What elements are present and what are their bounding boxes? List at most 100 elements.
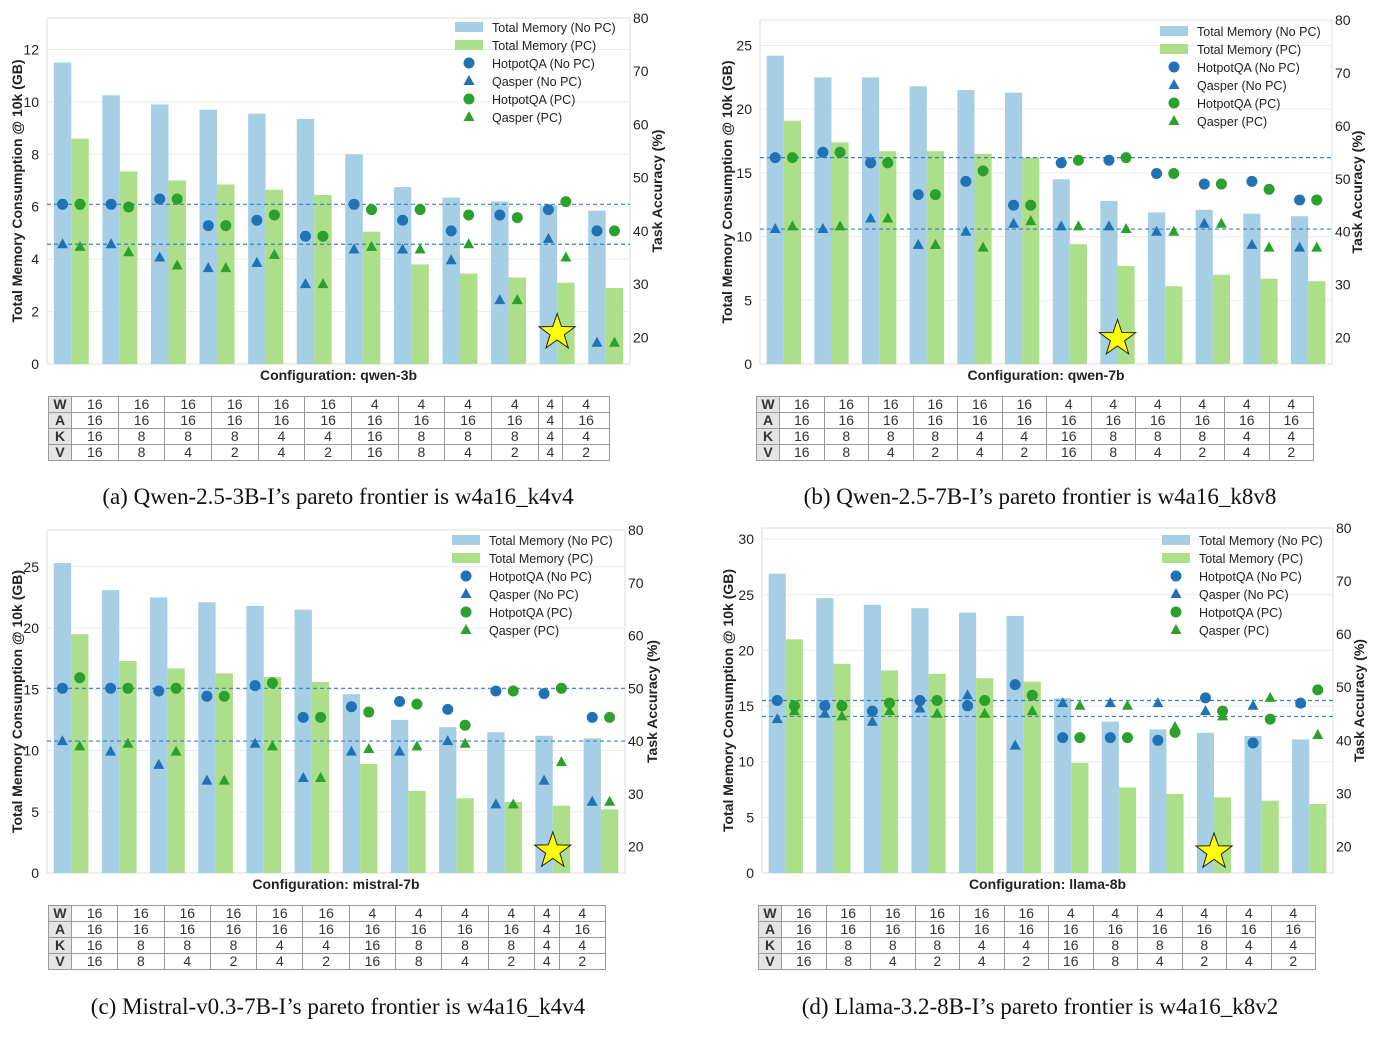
- point-hotpotqa-no-pc: [771, 695, 783, 706]
- bar-memory-no-pc: [342, 694, 361, 873]
- config-cell: 4: [1224, 396, 1270, 413]
- legend-label: HotpotQA (No PC): [1197, 61, 1300, 75]
- point-qasper-no-pc: [819, 707, 831, 718]
- point-qasper-pc: [507, 798, 519, 809]
- chart-d: 0 5 10 15 20 25 30 20 30 40 50 60 70 80 Total Memory C…: [720, 520, 1367, 892]
- point-hotpotqa-no-pc: [542, 204, 554, 216]
- config-cell: 4: [1270, 905, 1316, 922]
- legend-label: Qasper (PC): [489, 624, 559, 638]
- bar-memory-pc: [783, 120, 801, 364]
- point-qasper-pc: [170, 745, 182, 756]
- bar-memory-pc: [167, 668, 185, 873]
- y2-tick-label: 50: [628, 680, 644, 696]
- bar-memory-no-pc: [53, 62, 72, 364]
- config-table-d: W 16 16 16 16 16 16 4 4 4 4 4 4 A 16 16 16 16 16 16 16 16 16 16…: [758, 905, 1316, 970]
- point-qasper-pc: [315, 772, 327, 783]
- config-row-label: W: [48, 905, 72, 922]
- legend-label: HotpotQA (No PC): [1199, 570, 1302, 584]
- config-cell: 16: [914, 905, 960, 922]
- config-cell: 4: [959, 937, 1005, 954]
- config-cell: 16: [558, 921, 607, 938]
- config-cell: 8: [490, 428, 539, 445]
- config-cell: 4: [490, 396, 539, 413]
- config-cell: 4: [1046, 396, 1092, 413]
- legend-swatch-circle: [1170, 606, 1182, 618]
- point-qasper-no-pc: [1152, 697, 1164, 708]
- config-cell: 16: [397, 412, 446, 429]
- config-cell: 4: [444, 396, 492, 413]
- point-qasper-pc: [220, 262, 232, 273]
- config-cell: 4: [1001, 428, 1047, 445]
- bar-memory-no-pc: [248, 113, 266, 364]
- config-cell: 16: [781, 921, 827, 938]
- bar-memory-pc: [263, 677, 282, 873]
- point-qasper-pc: [979, 707, 991, 718]
- point-qasper-pc: [1168, 225, 1180, 236]
- config-cell: 16: [1046, 412, 1092, 429]
- config-cell: 8: [823, 444, 869, 461]
- config-cell: 8: [441, 937, 489, 954]
- bar-memory-no-pc: [814, 77, 832, 364]
- point-hotpotqa-no-pc: [1103, 154, 1115, 166]
- bar-memory-pc: [1212, 274, 1230, 364]
- config-cell: 8: [395, 937, 443, 954]
- point-qasper-no-pc: [442, 735, 454, 746]
- config-cell: 16: [304, 412, 352, 429]
- point-qasper-no-pc: [1294, 241, 1306, 252]
- y2-tick-label: 80: [1336, 520, 1352, 536]
- config-cell: 8: [1135, 428, 1181, 445]
- bar-memory-pc: [1022, 157, 1040, 364]
- config-cell: 8: [397, 428, 446, 445]
- point-hotpotqa-no-pc: [1152, 734, 1164, 746]
- point-hotpotqa-pc: [459, 719, 471, 731]
- point-hotpotqa-no-pc: [299, 230, 311, 242]
- bar-memory-pc: [408, 790, 426, 873]
- config-cell: 4: [1226, 905, 1272, 922]
- bar-memory-no-pc: [150, 104, 169, 364]
- point-qasper-no-pc: [1104, 697, 1116, 708]
- config-cell: 4: [395, 905, 443, 922]
- config-cell: 8: [210, 428, 259, 445]
- bar-memory-no-pc: [1100, 200, 1118, 364]
- config-row-label: A: [758, 921, 782, 938]
- point-qasper-pc: [266, 740, 278, 751]
- y-tick-label: 15: [736, 165, 752, 181]
- config-cell: 4: [558, 937, 607, 954]
- config-cell: 16: [117, 921, 165, 938]
- config-cell: 16: [1090, 412, 1136, 429]
- legend-label: Qasper (PC): [1197, 115, 1267, 129]
- config-cell: 4: [957, 444, 1003, 461]
- config-cell: 2: [209, 953, 258, 970]
- config-cell: 16: [71, 396, 119, 413]
- y-axis-title: Total Memory Consumption @ 10k (GB): [9, 59, 25, 322]
- point-hotpotqa-no-pc: [538, 688, 550, 700]
- point-qasper-no-pc: [397, 243, 409, 254]
- plot-area: [46, 17, 631, 365]
- point-hotpotqa-no-pc: [394, 696, 406, 707]
- point-qasper-pc: [414, 243, 426, 254]
- config-cell: 4: [1135, 444, 1181, 461]
- config-cell: 8: [1092, 937, 1138, 954]
- x-axis-title: Configuration: qwen-7b: [967, 367, 1124, 383]
- bar-memory-pc: [600, 809, 619, 873]
- bar-memory-no-pc: [539, 205, 558, 364]
- legend-label: Total Memory (No PC): [1197, 25, 1321, 39]
- bar-memory-no-pc: [816, 598, 834, 873]
- legend-label: Qasper (No PC): [492, 75, 582, 89]
- point-hotpotqa-no-pc: [297, 711, 309, 723]
- y-tick-label: 10: [23, 743, 39, 759]
- legend-swatch-circle: [460, 570, 472, 582]
- bar-memory-pc: [1071, 762, 1089, 873]
- point-hotpotqa-no-pc: [202, 220, 214, 232]
- point-qasper-no-pc: [1151, 225, 1163, 236]
- config-cell: 16: [779, 412, 825, 429]
- y-tick-label: 12: [23, 41, 39, 57]
- bar-memory-pc: [833, 663, 851, 873]
- x-axis-title: Configuration: llama-8b: [969, 876, 1126, 892]
- point-qasper-pc: [604, 795, 616, 806]
- point-qasper-pc: [74, 740, 86, 751]
- config-cell: 16: [959, 905, 1005, 922]
- legend-swatch-triangle: [460, 588, 472, 598]
- config-cell: 16: [350, 412, 399, 429]
- config-row-label: A: [48, 921, 72, 938]
